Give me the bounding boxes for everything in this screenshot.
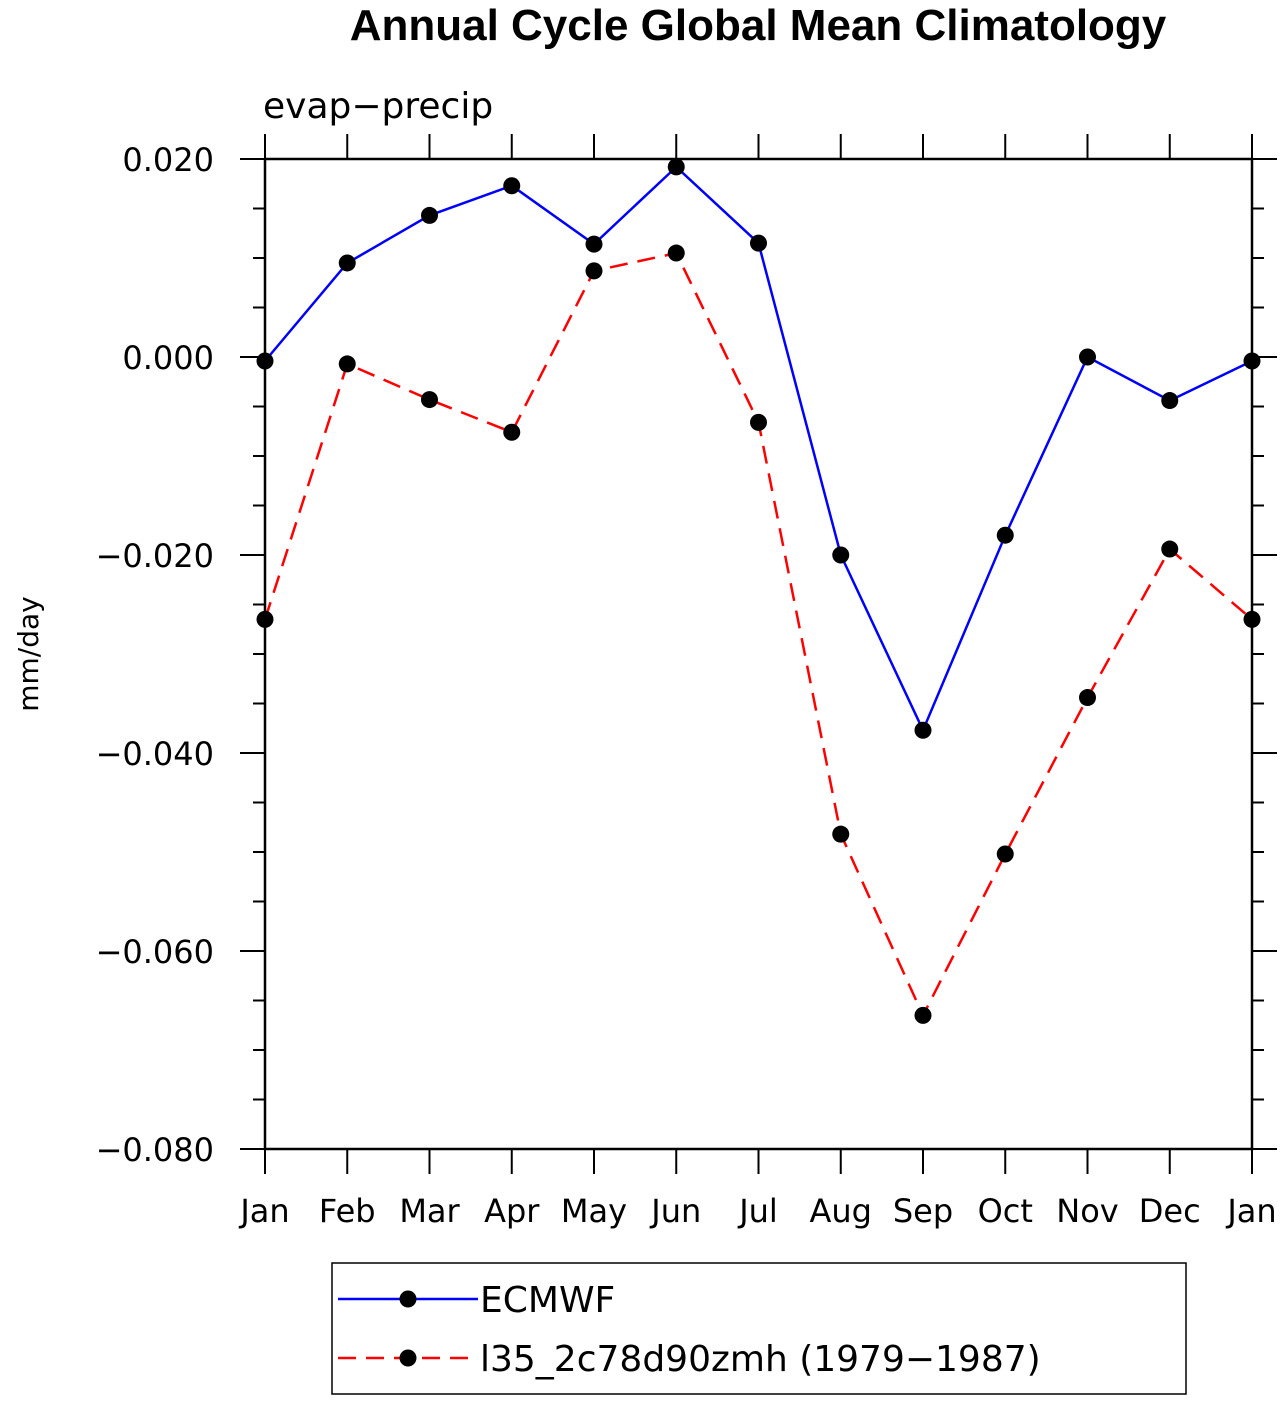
series-0-point — [750, 234, 767, 252]
legend-label-model: l35_2c78d90zmh (1979−1987) — [480, 1339, 1041, 1380]
legend-box — [331, 1262, 1187, 1395]
x-tick-label: Feb — [319, 1192, 376, 1230]
series-1-point — [421, 391, 438, 409]
x-tick-label: Mar — [399, 1192, 460, 1230]
y-tick-labels: 0.020 0.000 −0.020 −0.040 −0.060 −0.080 — [96, 141, 214, 1169]
legend-marker-model — [399, 1349, 417, 1367]
y-tick-label: 0.000 — [122, 339, 214, 377]
series-1-point — [256, 610, 274, 628]
series-1-point — [1079, 689, 1096, 707]
y-tick-label: −0.060 — [96, 933, 214, 971]
series-1-point — [996, 845, 1014, 863]
legend-marker-ecmwf — [399, 1290, 417, 1308]
series-1-point — [1243, 610, 1261, 628]
legend: ECMWF l35_2c78d90zmh (1979−1987) — [331, 1262, 1187, 1395]
series-0-point — [914, 721, 932, 739]
x-tick-label: Apr — [484, 1192, 540, 1230]
legend-label-ecmwf: ECMWF — [480, 1280, 615, 1321]
series-0-point — [503, 177, 521, 195]
x-tick-label: Jun — [649, 1192, 701, 1230]
series-0-point — [1079, 348, 1096, 366]
y-tick-label: −0.020 — [96, 537, 214, 575]
series-1-point — [750, 413, 767, 431]
series-0-point — [1161, 392, 1179, 410]
x-tick-label: Jul — [737, 1192, 778, 1230]
x-tick-label: Nov — [1056, 1192, 1118, 1230]
series-1-point — [585, 262, 603, 280]
y-tick-label: −0.080 — [96, 1131, 214, 1169]
y-tick-label: −0.040 — [96, 735, 214, 773]
axis-ticks — [240, 134, 1277, 1174]
x-tick-label: May — [561, 1192, 627, 1230]
y-axis-label: mm/day — [12, 596, 45, 712]
x-tick-label: Aug — [810, 1192, 872, 1230]
series-line-1 — [263, 251, 1253, 1019]
series-0-point — [832, 546, 850, 564]
series-1-point — [1161, 540, 1179, 558]
plot-frame — [263, 157, 1254, 1151]
series-0-point — [996, 526, 1014, 544]
series-1-point — [667, 244, 685, 262]
x-tick-label: Dec — [1139, 1192, 1201, 1230]
series-1-point — [338, 355, 356, 373]
series-layer — [256, 158, 1261, 1024]
series-0-point — [338, 254, 356, 272]
chart-subtitle: evap−precip — [263, 86, 493, 127]
series-1-point — [914, 1006, 932, 1024]
series-0-point — [585, 235, 603, 253]
y-tick-label: 0.020 — [122, 141, 214, 179]
x-tick-label: Oct — [978, 1192, 1033, 1230]
series-0-point — [1243, 352, 1261, 370]
chart-title: Annual Cycle Global Mean Climatology — [350, 1, 1167, 50]
series-0-point — [667, 158, 685, 176]
series-1-point — [503, 423, 521, 441]
x-tick-label: Sep — [893, 1192, 953, 1230]
series-0-point — [421, 206, 438, 224]
series-1-point — [832, 825, 850, 843]
x-tick-label: Jan — [1225, 1192, 1276, 1230]
x-tick-label: Jan — [238, 1192, 289, 1230]
series-0-point — [256, 352, 274, 370]
x-tick-labels: Jan Feb Mar Apr May Jun Jul Aug Sep Oct Nov Dec Jan — [238, 1192, 1276, 1230]
